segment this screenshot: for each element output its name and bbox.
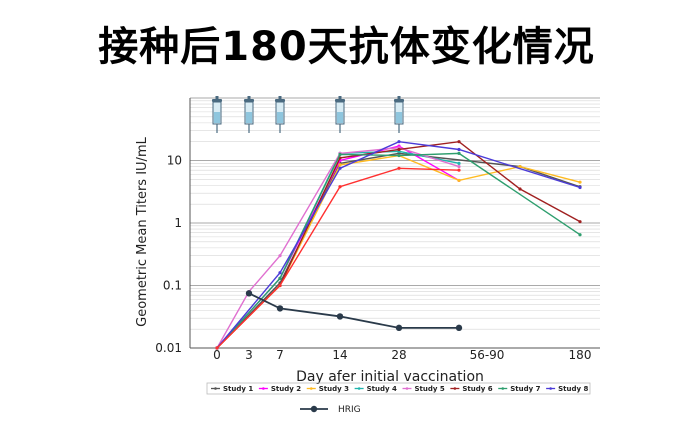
x-tick-label: 180 xyxy=(569,348,592,362)
series-study-9 xyxy=(215,166,461,350)
legend: Study 1 Study 2 Study 3 Study 4 Study 5 Study… xyxy=(206,382,591,395)
data-point xyxy=(278,271,282,275)
series-study-7 xyxy=(215,151,582,350)
data-point xyxy=(457,168,461,172)
series-study-4 xyxy=(215,149,461,350)
data-point xyxy=(245,290,253,297)
legend-item: Study 5 xyxy=(402,385,445,393)
data-point xyxy=(457,164,461,169)
data-point xyxy=(455,324,463,332)
series-line xyxy=(216,140,581,349)
data-point xyxy=(457,151,461,155)
legend-label: Study 6 xyxy=(462,385,492,393)
data-point xyxy=(457,147,461,152)
syringe-icon xyxy=(335,96,345,133)
tick-labels: 10 1 0.1 0.01 0 3 7 14 28 56-90 180 xyxy=(155,154,591,363)
series-study-3 xyxy=(215,153,582,350)
legend-label: Study 5 xyxy=(415,385,445,393)
series-line xyxy=(216,140,581,349)
legend-item: Study 8 xyxy=(546,385,589,393)
data-point xyxy=(397,153,401,158)
data-point xyxy=(397,166,401,170)
data-point xyxy=(457,140,461,144)
syringe-icon xyxy=(275,96,285,133)
legend-item: Study 7 xyxy=(498,385,541,393)
y-tick-label: 10 xyxy=(167,154,182,168)
x-axis-title: Day afer initial vaccination xyxy=(296,369,484,385)
data-point xyxy=(338,152,342,157)
series-line xyxy=(216,167,460,349)
y-axis-title: Geometric Mean Titers IU/mL xyxy=(135,136,150,326)
legend-item: Study 6 xyxy=(450,385,493,393)
x-tick-label: 56-90 xyxy=(470,348,505,362)
data-point xyxy=(338,163,342,167)
y-tick-label: 1 xyxy=(174,216,182,230)
data-point xyxy=(278,283,282,288)
legend-item: Study 4 xyxy=(354,385,397,393)
x-tick-label: 3 xyxy=(245,348,253,362)
vaccination-markers xyxy=(212,96,404,133)
data-point xyxy=(578,185,582,190)
legend-label: Study 2 xyxy=(271,385,301,393)
data-point xyxy=(397,147,401,152)
data-point xyxy=(457,178,461,183)
legend-item: Study 3 xyxy=(306,385,349,393)
series-group xyxy=(215,140,582,350)
data-point xyxy=(518,187,522,191)
legend-label: Study 8 xyxy=(558,385,588,393)
series-line xyxy=(216,147,460,349)
grid xyxy=(190,97,600,349)
series-line xyxy=(216,154,581,349)
data-point xyxy=(395,324,403,332)
series-hrig xyxy=(245,290,463,332)
hrig-legend: HRIG xyxy=(300,405,361,415)
legend-label: Study 4 xyxy=(367,385,397,393)
y-tick-label: 0.1 xyxy=(163,279,182,293)
data-point xyxy=(457,161,461,165)
hrig-legend-marker xyxy=(310,405,318,413)
data-point xyxy=(338,166,342,170)
legend-label: Study 7 xyxy=(510,385,540,393)
data-point xyxy=(397,140,401,144)
syringe-icon xyxy=(212,96,222,133)
legend-box xyxy=(206,382,591,395)
series-line xyxy=(216,152,581,349)
syringe-icon xyxy=(394,96,404,133)
legend-item: Study 1 xyxy=(211,385,253,393)
syringe-icon xyxy=(244,96,254,133)
data-point xyxy=(278,254,282,258)
data-point xyxy=(215,346,219,350)
legend-label: Study 1 xyxy=(223,385,253,393)
series-study-1 xyxy=(215,151,582,350)
hrig-legend-label: HRIG xyxy=(338,405,361,415)
axes xyxy=(189,98,600,349)
legend-label: Study 3 xyxy=(319,385,349,393)
data-point xyxy=(276,305,284,312)
y-tick-label: 0.01 xyxy=(155,341,182,355)
x-tick-label: 28 xyxy=(391,348,406,362)
x-tick-label: 0 xyxy=(213,348,221,362)
data-point xyxy=(278,276,282,280)
data-point xyxy=(578,180,582,184)
series-line xyxy=(216,152,581,349)
data-point xyxy=(338,185,342,189)
data-point xyxy=(336,313,344,320)
data-point xyxy=(578,233,582,237)
legend-item: Study 2 xyxy=(258,385,301,393)
x-tick-label: 14 xyxy=(332,348,347,362)
data-point xyxy=(518,164,522,169)
data-point xyxy=(578,220,582,224)
page-title: 接种后180天抗体变化情况 xyxy=(98,24,595,70)
x-tick-label: 7 xyxy=(276,348,284,362)
